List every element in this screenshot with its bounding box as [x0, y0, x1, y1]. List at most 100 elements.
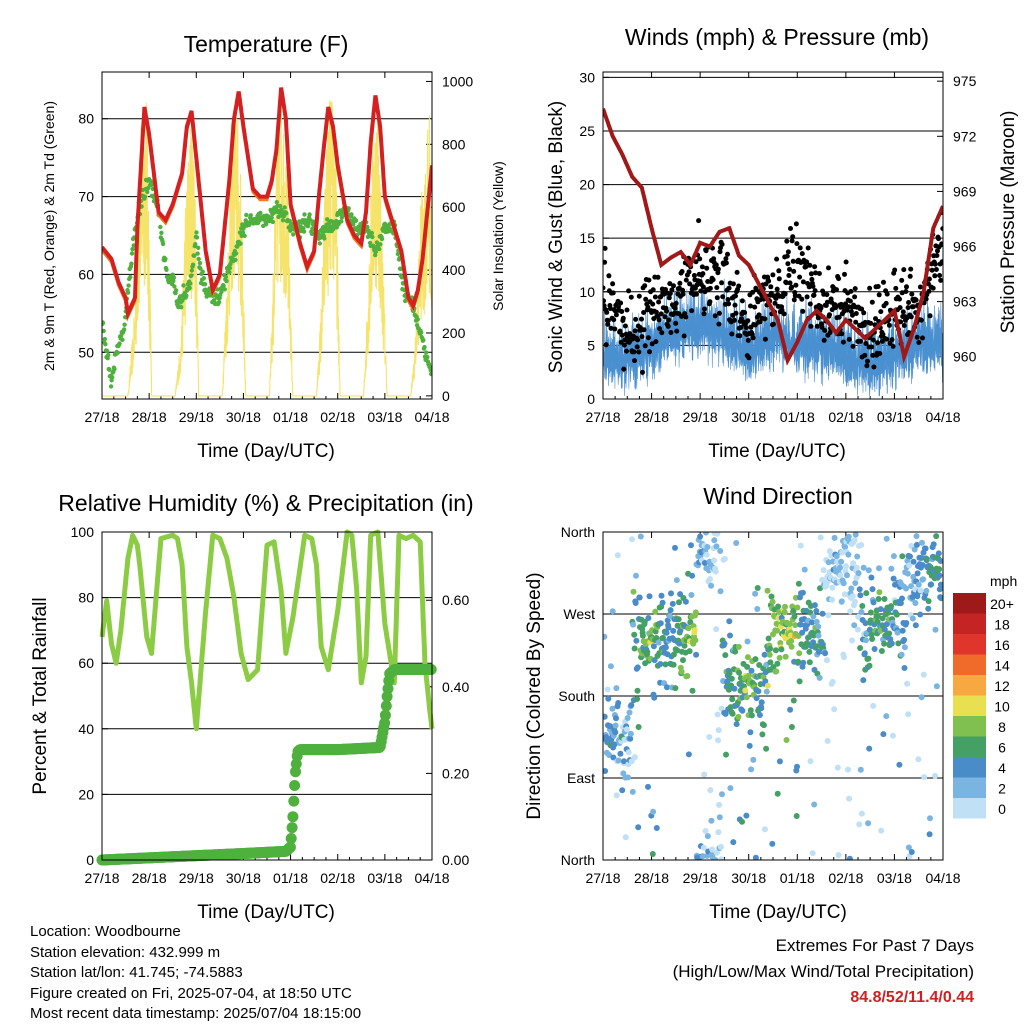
direction-point — [768, 593, 775, 600]
direction-point — [631, 645, 638, 652]
gust-point — [636, 349, 642, 355]
direction-point — [674, 647, 681, 654]
gust-point — [863, 341, 869, 346]
legend-swatch — [953, 757, 986, 778]
direction-point — [933, 533, 940, 540]
extremes-description: (High/Low/Max Wind/Total Precipitation) — [672, 962, 974, 981]
gust-point — [639, 334, 645, 340]
direction-point — [926, 831, 933, 838]
direction-point — [612, 729, 619, 736]
legend-swatch — [953, 613, 986, 634]
direction-point — [704, 833, 711, 840]
direction-title: Wind Direction — [703, 483, 853, 509]
gust-point — [901, 267, 907, 273]
gust-point — [746, 355, 752, 361]
gust-point — [813, 270, 819, 276]
gust-point — [628, 294, 634, 300]
direction-point — [651, 694, 658, 701]
gust-point — [668, 330, 674, 335]
direction-point — [903, 585, 909, 592]
legend-label: 10 — [994, 699, 1010, 715]
dewpoint-point — [172, 284, 177, 289]
gust-point — [852, 286, 858, 292]
direction-point — [813, 618, 820, 625]
gust-point — [656, 317, 662, 323]
y2-tick-label: 963 — [953, 294, 977, 310]
direction-point — [845, 551, 852, 558]
x-tick-label: 03/18 — [367, 409, 402, 425]
direction-point — [730, 839, 737, 846]
direction-point — [930, 541, 937, 548]
direction-point — [914, 570, 921, 577]
y-tick-label: South — [558, 688, 595, 704]
dewpoint-point — [107, 367, 112, 372]
direction-point — [761, 651, 768, 658]
direction-point — [641, 618, 648, 625]
direction-point — [877, 606, 884, 613]
gust-point — [673, 300, 679, 306]
gust-point — [853, 311, 859, 316]
dewpoint-point — [224, 278, 229, 284]
direction-point — [670, 651, 677, 658]
direction-point — [809, 619, 815, 626]
direction-point — [918, 555, 925, 561]
gust-point — [683, 277, 689, 283]
temperature-2m-line — [102, 87, 432, 321]
gust-point — [633, 316, 639, 322]
direction-point — [880, 731, 887, 738]
dewpoint-point — [192, 253, 197, 258]
direction-point — [722, 652, 729, 659]
gust-point — [687, 281, 693, 287]
direction-point — [762, 826, 768, 833]
direction-point — [615, 757, 622, 764]
direction-point — [719, 791, 725, 798]
gust-point — [666, 317, 672, 323]
direction-point — [886, 630, 893, 637]
gust-point — [800, 279, 806, 285]
dewpoint-point — [189, 273, 194, 278]
direction-point — [752, 590, 759, 597]
x-tick-label: 27/18 — [84, 409, 119, 425]
precipitation-point — [287, 811, 299, 823]
x-tick-label: 27/18 — [585, 409, 620, 425]
gust-point — [809, 276, 815, 282]
gust-point — [719, 241, 725, 247]
gust-point — [665, 323, 671, 329]
direction-point — [756, 712, 763, 718]
direction-point — [743, 812, 750, 819]
y2-tick-label: 600 — [442, 199, 466, 215]
x-tick-label: 30/18 — [731, 870, 766, 886]
direction-point — [628, 758, 635, 765]
humidity-series-group — [96, 529, 437, 866]
direction-point — [748, 766, 755, 773]
direction-point — [750, 756, 757, 763]
gust-point — [929, 267, 935, 273]
gust-point — [836, 314, 842, 320]
direction-point — [820, 567, 827, 574]
gust-point — [655, 274, 661, 280]
gust-point — [785, 249, 791, 255]
plot-frame — [101, 71, 433, 400]
precipitation-point — [379, 709, 391, 721]
direction-point — [898, 651, 905, 658]
gust-point — [645, 335, 651, 341]
y-tick-label: 0 — [587, 391, 595, 407]
direction-point — [715, 829, 722, 836]
direction-point — [701, 771, 708, 778]
direction-point — [703, 532, 709, 536]
gust-point — [811, 292, 817, 298]
direction-point — [712, 568, 719, 575]
direction-point — [829, 596, 835, 603]
gust-point — [858, 338, 863, 344]
elevation-text: Station elevation: 432.999 m — [30, 943, 221, 961]
gust-point — [887, 340, 893, 346]
gust-point — [799, 251, 805, 257]
gust-point — [852, 294, 858, 300]
direction-point — [628, 702, 635, 709]
direction-point — [723, 751, 729, 758]
direction-point — [735, 643, 742, 650]
direction-point — [878, 648, 885, 654]
direction-point — [686, 648, 693, 655]
direction-point — [717, 588, 724, 595]
dewpoint-point — [125, 290, 131, 295]
